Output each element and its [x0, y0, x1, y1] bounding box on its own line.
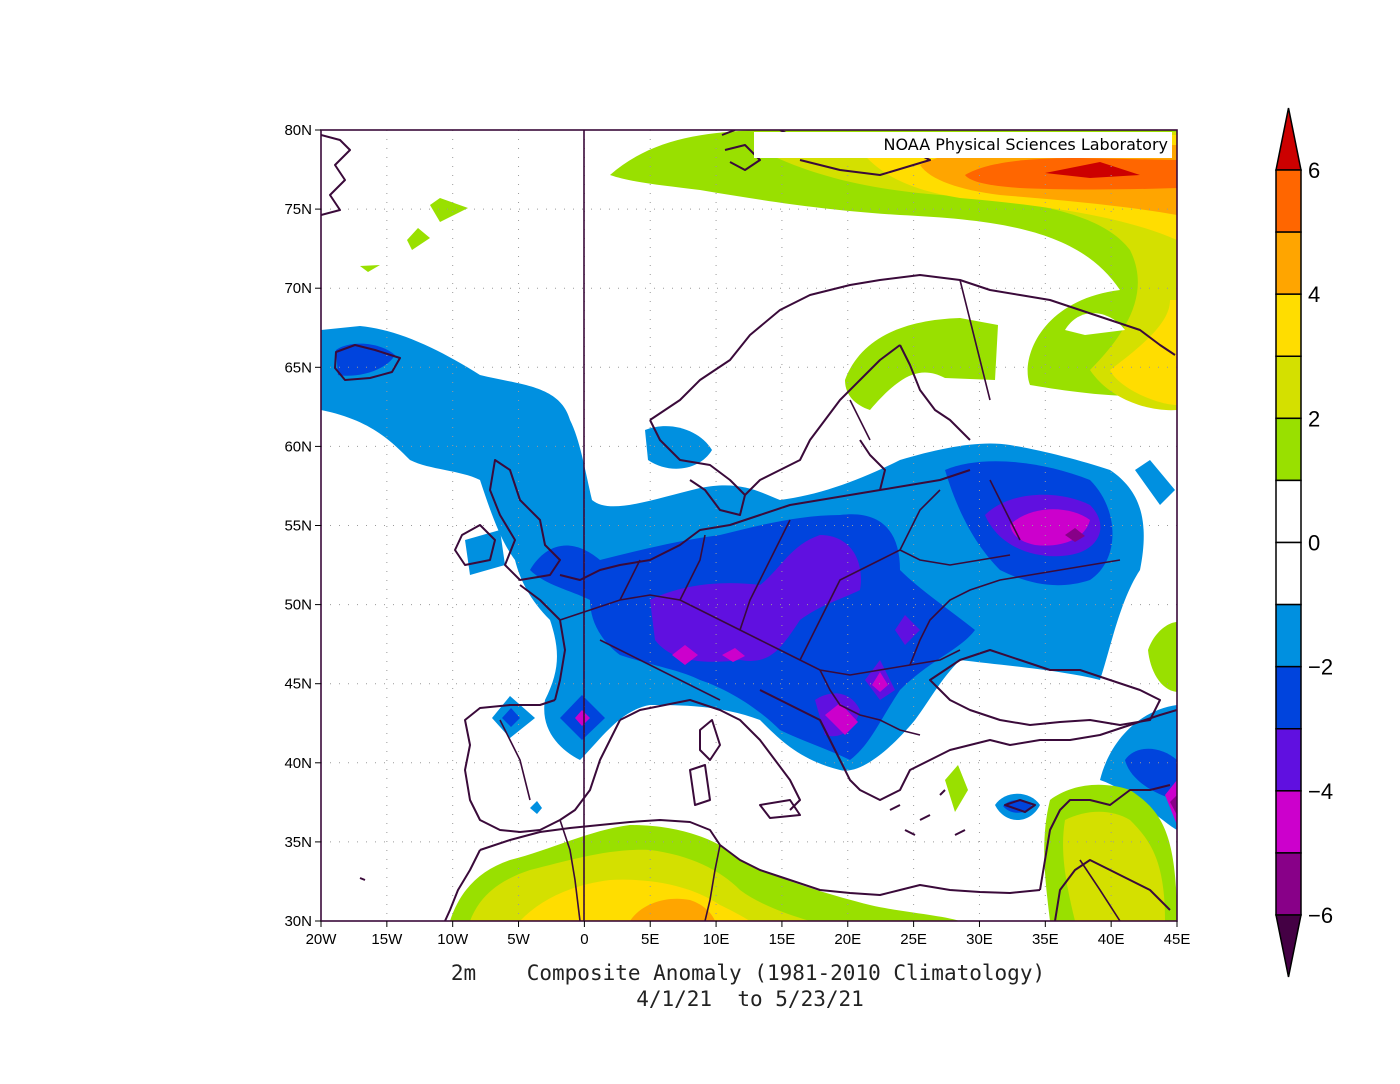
anomaly-purple-hungary: [895, 615, 920, 645]
colorbar-label: −4: [1308, 779, 1333, 804]
colorbar-swatch: [1275, 293, 1302, 357]
anomaly-darkpurple-russia: [1065, 528, 1085, 542]
colorbar-swatch: [1275, 790, 1302, 854]
lat-tick-label: 80N: [284, 122, 312, 139]
lon-tick-label: 0: [580, 931, 588, 948]
anomaly-green-anatolia: [945, 765, 968, 812]
longitude-axis: 20W 15W 10W 5W 0 5E 10E 15E 20E 25E 30E 35E 40E 45E: [306, 921, 1191, 948]
credit-text: NOAA Physical Sciences Laboratory: [884, 135, 1168, 154]
colorbar-label: 4: [1308, 282, 1320, 307]
lon-tick-label: 5W: [507, 931, 530, 948]
anomaly-magenta-alps: [672, 645, 698, 665]
colorbar-swatch: [1275, 355, 1302, 420]
colorbar-swatch: [1275, 728, 1302, 792]
colorbar: 6 4 2 0 −2 −4 −6: [1275, 107, 1333, 978]
lon-tick-label: 40E: [1098, 931, 1125, 948]
lat-tick-label: 40N: [284, 755, 312, 772]
colorbar-swatch: [1275, 417, 1302, 482]
anomaly-blue-iberia: [502, 708, 520, 727]
lat-tick-label: 45N: [284, 676, 312, 693]
colorbar-label: −2: [1308, 655, 1333, 680]
colorbar-swatch: [1275, 541, 1302, 606]
anomaly-yellowgreen-levant: [1063, 811, 1165, 921]
anomaly-green-atlantic-1: [430, 198, 468, 222]
lat-tick-label: 55N: [284, 518, 312, 535]
lon-tick-label: 5E: [641, 931, 659, 948]
lat-tick-label: 65N: [284, 359, 312, 376]
lat-tick-label: 35N: [284, 834, 312, 851]
lon-tick-label: 35E: [1032, 931, 1059, 948]
lat-tick-label: 60N: [284, 438, 312, 455]
lat-tick-label: 70N: [284, 280, 312, 297]
colorbar-arrow-top: [1275, 107, 1302, 171]
anomaly-green-atlantic-3: [360, 265, 380, 272]
colorbar-swatch: [1275, 665, 1302, 730]
lon-tick-label: 15W: [371, 931, 403, 948]
anomaly-magenta-alps-2: [722, 648, 745, 662]
lon-tick-label: 30E: [966, 931, 993, 948]
lat-tick-label: 30N: [284, 913, 312, 930]
colorbar-swatch: [1275, 603, 1302, 668]
colorbar-swatch: [1275, 852, 1302, 916]
colorbar-label: 0: [1308, 531, 1320, 556]
anomaly-lightblue-small: [530, 801, 542, 814]
lon-tick-label: 15E: [769, 931, 796, 948]
anomaly-green-finland: [845, 318, 998, 410]
lon-tick-label: 25E: [900, 931, 927, 948]
anomaly-magenta-balkans-2: [872, 672, 888, 692]
lon-tick-label: 20E: [834, 931, 861, 948]
colorbar-swatch: [1275, 231, 1302, 295]
lat-tick-label: 50N: [284, 597, 312, 614]
lon-tick-label: 45E: [1164, 931, 1191, 948]
anomaly-darkpurple-turkey: [1170, 795, 1177, 815]
anomaly-lightblue-norway: [645, 426, 712, 469]
colorbar-label: −6: [1308, 903, 1333, 928]
anomaly-green-eastedge: [1148, 622, 1177, 692]
lon-tick-label: 10W: [437, 931, 469, 948]
colorbar-label: 2: [1308, 406, 1320, 431]
lon-tick-label: 20W: [306, 931, 338, 948]
country-borders: [499, 279, 1121, 921]
anomaly-lightblue-east: [1135, 460, 1175, 505]
anomaly-green-atlantic-2: [407, 228, 430, 250]
colorbar-label: 6: [1308, 158, 1320, 183]
colorbar-arrow-bottom: [1275, 914, 1302, 978]
anomaly-red-north: [1045, 162, 1140, 178]
caption-line-2: 4/1/21 to 5/23/21: [636, 987, 864, 1011]
anomaly-white-kola: [1065, 313, 1125, 335]
anomaly-purple-central: [650, 535, 861, 662]
colorbar-swatch: [1275, 169, 1302, 233]
lat-tick-label: 75N: [284, 201, 312, 218]
colorbar-swatch: [1275, 479, 1302, 544]
lon-tick-label: 10E: [703, 931, 730, 948]
anomaly-magenta-pyrenees: [575, 710, 590, 726]
coastlines: [321, 130, 1177, 921]
credit-box: [754, 132, 1172, 158]
anomaly-orange-africa: [630, 898, 715, 921]
caption-line-1: 2m Composite Anomaly (1981-2010 Climatol…: [451, 961, 1045, 985]
latitude-axis: 80N 75N 70N 65N 60N 55N 50N 45N 40N 35N 30N: [284, 122, 321, 930]
anomaly-magenta-balkans: [825, 703, 858, 735]
